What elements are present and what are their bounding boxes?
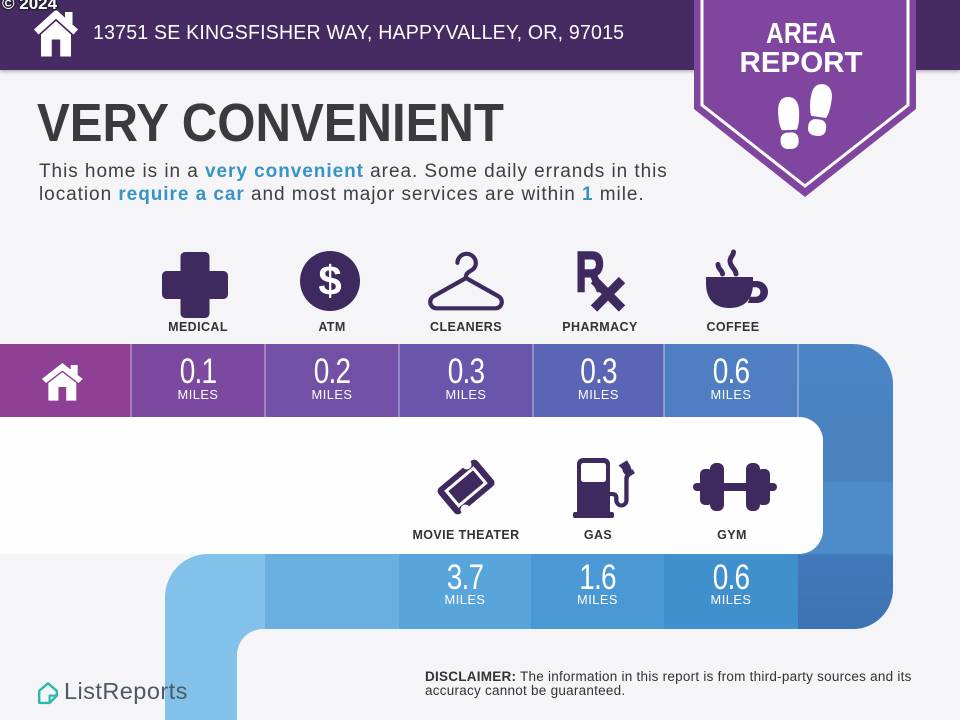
svg-text:ATM: ATM bbox=[318, 320, 345, 334]
svg-text:CLEANERS: CLEANERS bbox=[430, 320, 502, 334]
svg-text:$: $ bbox=[318, 257, 341, 304]
svg-text:MOVIE THEATER: MOVIE THEATER bbox=[412, 528, 519, 542]
svg-text:REPORT: REPORT bbox=[740, 47, 863, 79]
svg-text:PHARMACY: PHARMACY bbox=[562, 320, 638, 334]
svg-text:MEDICAL: MEDICAL bbox=[168, 320, 228, 334]
svg-text:COFFEE: COFFEE bbox=[706, 320, 759, 334]
svg-text:R: R bbox=[576, 242, 605, 304]
svg-text:GYM: GYM bbox=[717, 528, 747, 542]
svg-text:AREA: AREA bbox=[766, 18, 836, 50]
svg-text:GAS: GAS bbox=[584, 528, 612, 542]
